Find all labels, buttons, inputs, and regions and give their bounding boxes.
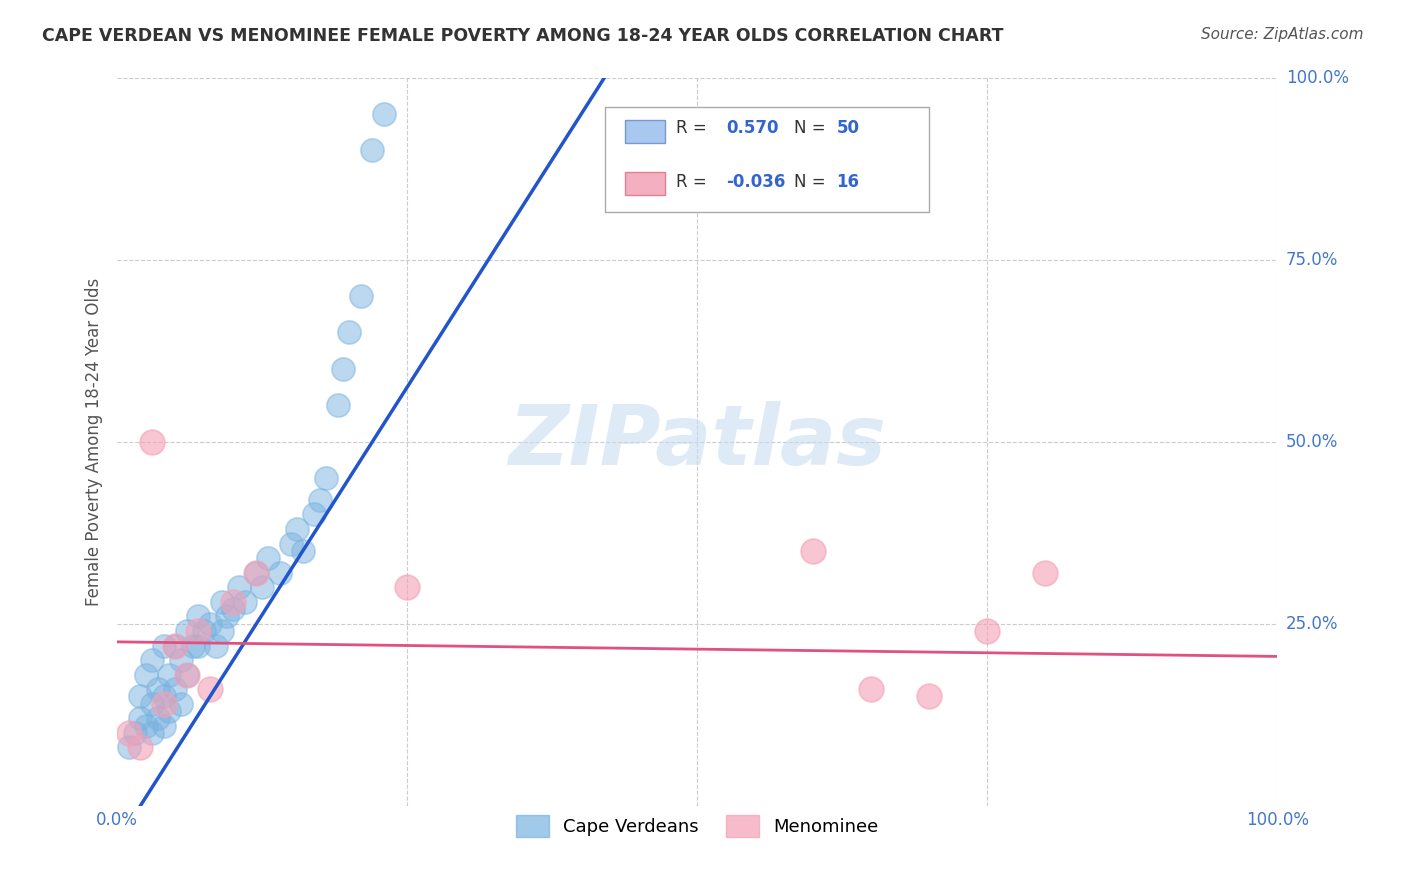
Point <box>309 492 332 507</box>
Point <box>918 690 941 704</box>
Text: Source: ZipAtlas.com: Source: ZipAtlas.com <box>1201 27 1364 42</box>
Point <box>176 667 198 681</box>
Point <box>181 639 204 653</box>
Point <box>285 522 308 536</box>
Point <box>135 718 157 732</box>
Text: 50: 50 <box>837 120 859 137</box>
Point <box>141 697 163 711</box>
Point <box>135 667 157 681</box>
Point <box>176 667 198 681</box>
Point <box>233 595 256 609</box>
Text: R =: R = <box>676 173 713 192</box>
Text: R =: R = <box>676 120 713 137</box>
Point <box>198 616 221 631</box>
Point <box>204 639 226 653</box>
Point <box>170 697 193 711</box>
Text: 100.0%: 100.0% <box>1286 69 1348 87</box>
Point <box>129 690 152 704</box>
Point <box>129 740 152 755</box>
Point <box>315 471 337 485</box>
Point <box>152 639 174 653</box>
Point <box>157 704 180 718</box>
Point <box>396 580 419 594</box>
Point <box>118 740 141 755</box>
Point <box>193 624 215 638</box>
Point <box>152 690 174 704</box>
Point <box>245 566 267 580</box>
Point <box>257 551 280 566</box>
Point <box>187 624 209 638</box>
Point <box>350 289 373 303</box>
Text: N =: N = <box>793 173 825 192</box>
FancyBboxPatch shape <box>605 107 929 212</box>
Point <box>326 398 349 412</box>
FancyBboxPatch shape <box>626 120 665 143</box>
Point <box>141 726 163 740</box>
Point <box>157 667 180 681</box>
Point <box>269 566 291 580</box>
Point <box>124 726 146 740</box>
Point <box>228 580 250 594</box>
Point <box>141 434 163 449</box>
Point <box>373 107 395 121</box>
Point <box>291 544 314 558</box>
Point <box>165 682 187 697</box>
Point <box>337 326 360 340</box>
Point <box>332 361 354 376</box>
Point <box>187 639 209 653</box>
Text: 75.0%: 75.0% <box>1286 251 1339 268</box>
Point <box>165 639 187 653</box>
Text: ZIPatlas: ZIPatlas <box>509 401 886 482</box>
Point <box>245 566 267 580</box>
Point <box>222 595 245 609</box>
Point <box>129 711 152 725</box>
Point <box>146 711 169 725</box>
Legend: Cape Verdeans, Menominee: Cape Verdeans, Menominee <box>509 807 886 844</box>
Point <box>165 639 187 653</box>
Text: 16: 16 <box>837 173 859 192</box>
Text: 25.0%: 25.0% <box>1286 615 1339 632</box>
Point <box>176 624 198 638</box>
Point <box>860 682 883 697</box>
Point <box>217 609 239 624</box>
Point <box>211 595 233 609</box>
Point <box>222 602 245 616</box>
Point <box>118 726 141 740</box>
Y-axis label: Female Poverty Among 18-24 Year Olds: Female Poverty Among 18-24 Year Olds <box>86 277 103 606</box>
FancyBboxPatch shape <box>626 172 665 195</box>
Point <box>152 718 174 732</box>
Text: CAPE VERDEAN VS MENOMINEE FEMALE POVERTY AMONG 18-24 YEAR OLDS CORRELATION CHART: CAPE VERDEAN VS MENOMINEE FEMALE POVERTY… <box>42 27 1004 45</box>
Point <box>152 697 174 711</box>
Point <box>361 144 384 158</box>
Point <box>211 624 233 638</box>
Point <box>146 682 169 697</box>
Point <box>187 609 209 624</box>
Point <box>198 682 221 697</box>
Point <box>304 508 326 522</box>
Point <box>976 624 998 638</box>
Point <box>801 544 824 558</box>
Point <box>252 580 274 594</box>
Text: N =: N = <box>793 120 825 137</box>
Text: -0.036: -0.036 <box>727 173 786 192</box>
Text: 50.0%: 50.0% <box>1286 433 1339 450</box>
Point <box>280 536 302 550</box>
Point <box>170 653 193 667</box>
Text: 0.570: 0.570 <box>727 120 779 137</box>
Point <box>1035 566 1057 580</box>
Point <box>141 653 163 667</box>
